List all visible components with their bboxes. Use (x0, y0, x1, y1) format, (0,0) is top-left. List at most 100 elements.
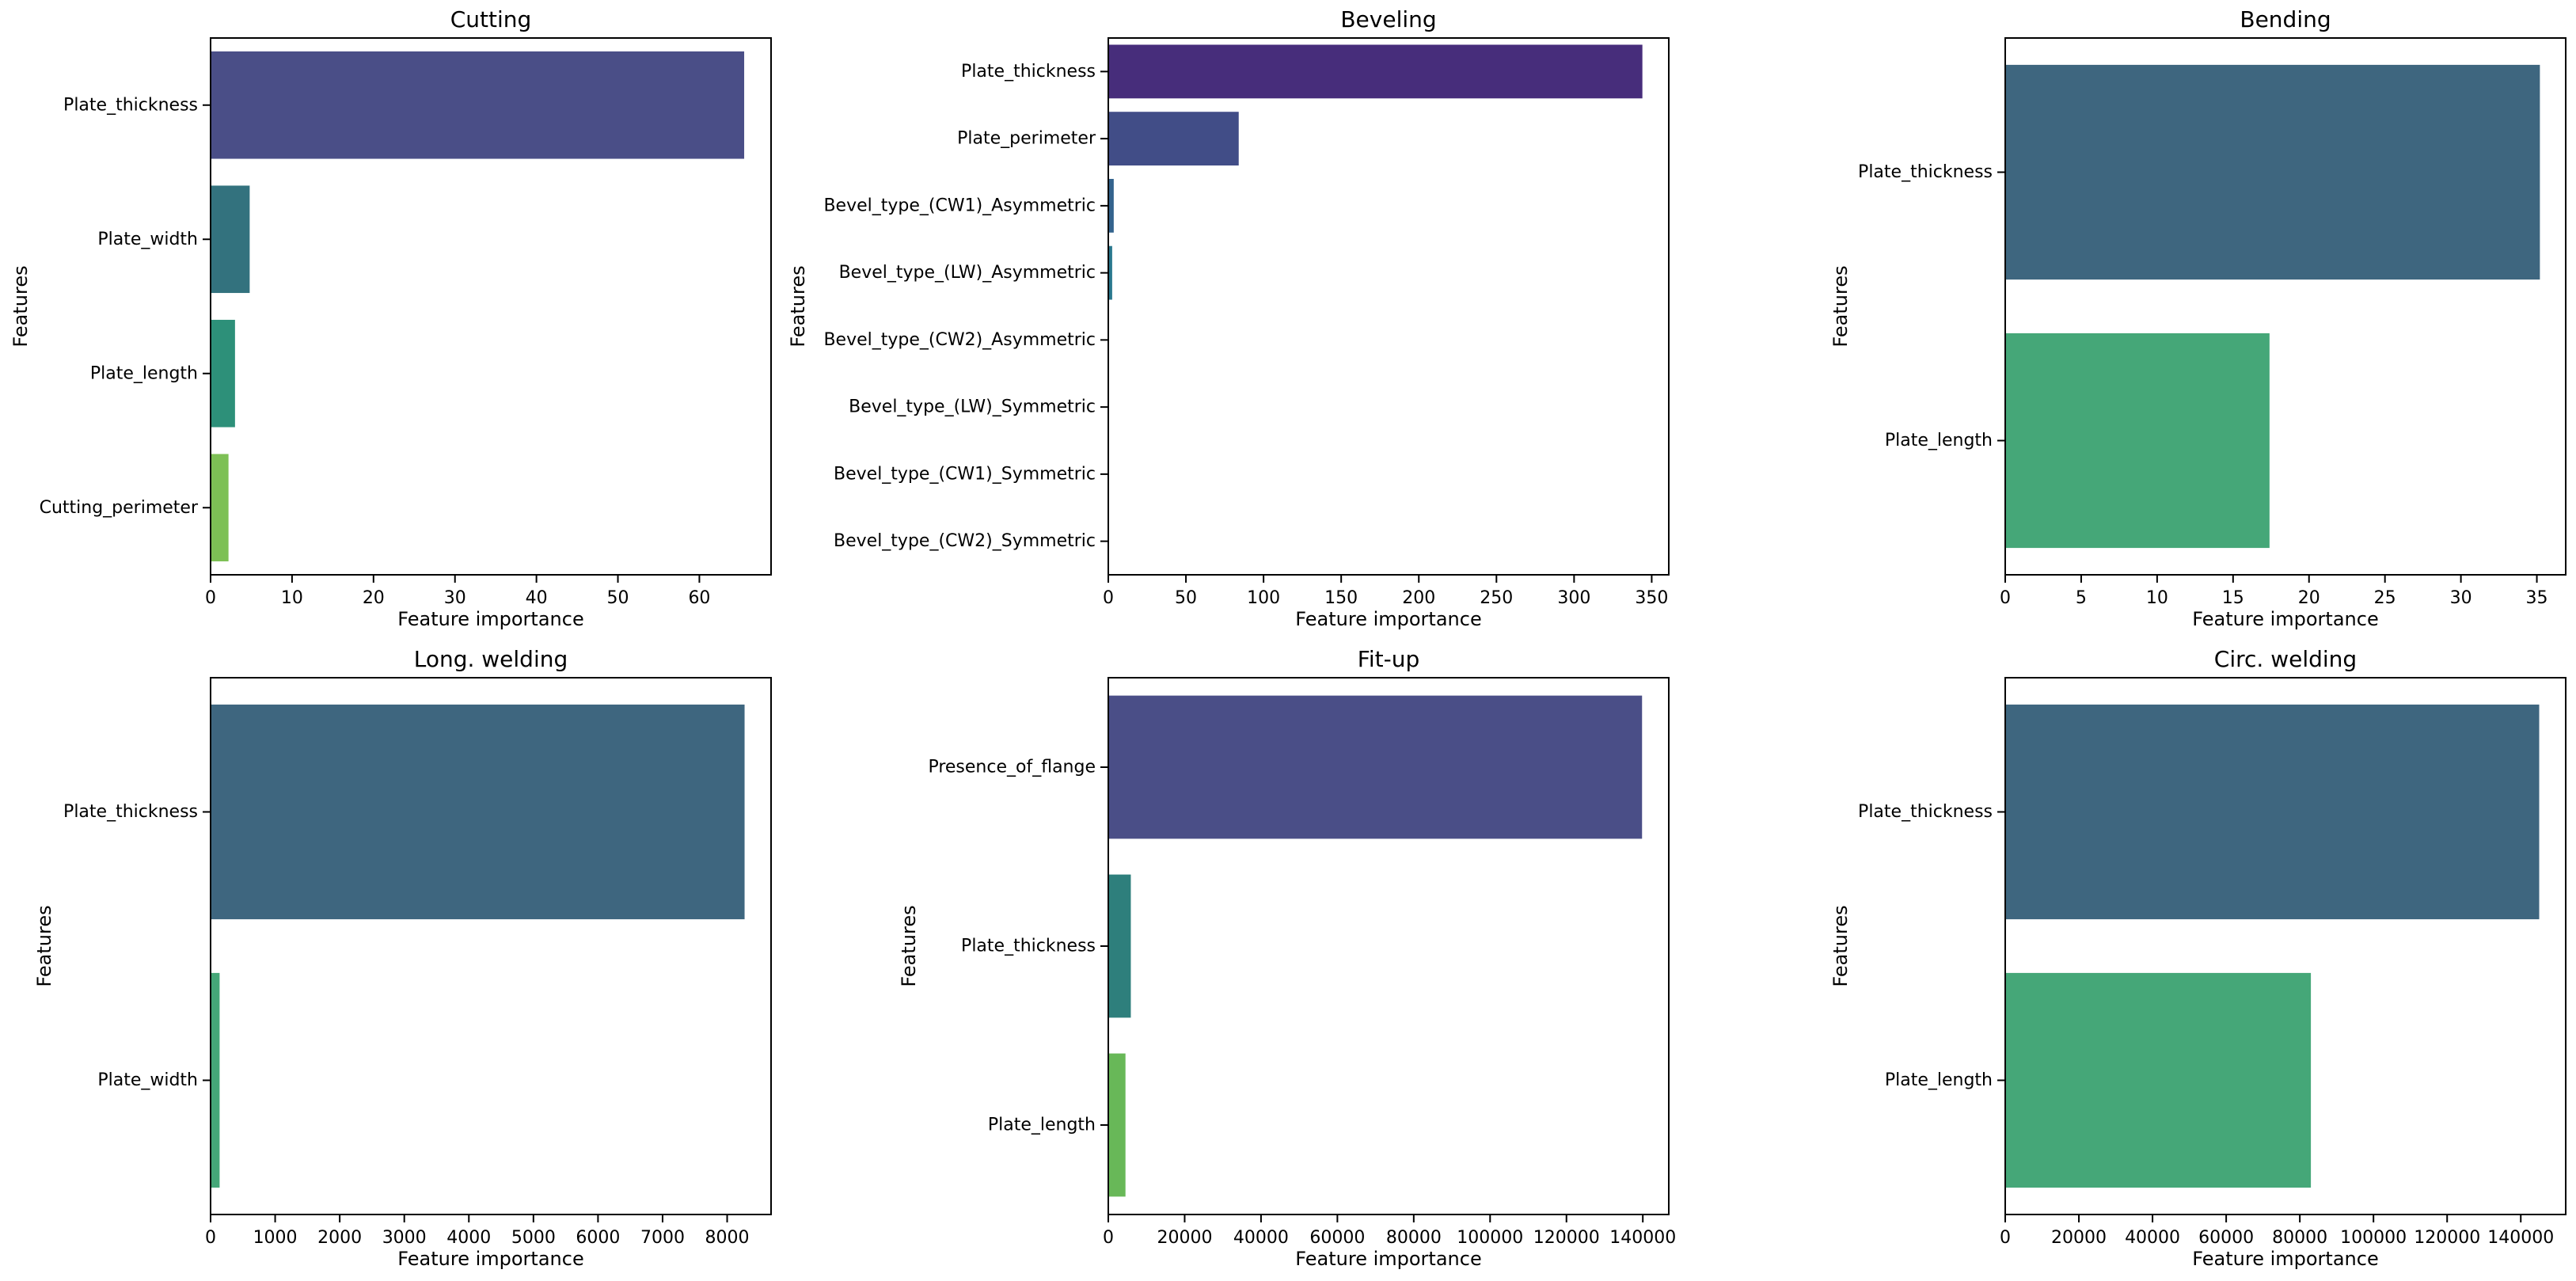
xtick-label-1-6: 300 (1557, 588, 1590, 608)
category-label-2-1: Plate_length (1885, 431, 1993, 450)
xtick-label-5-4: 80000 (2272, 1228, 2327, 1248)
chart-title-5: Circ. welding (2214, 646, 2357, 672)
chart-panel-3: Plate_thickness Plate_width 0 1000 2000 3000 4… (33, 646, 772, 1270)
category-label-4-1: Plate_thickness (961, 937, 1096, 956)
category-label-4-2: Plate_length (988, 1116, 1096, 1135)
xtick-label-2-2: 10 (2146, 588, 2168, 608)
xtick-label-4-3: 60000 (1309, 1228, 1365, 1248)
xtick-label-4-6: 120000 (1533, 1228, 1600, 1248)
y-axis-label-1: Features (787, 265, 809, 347)
xtick-label-5-7: 140000 (2487, 1228, 2554, 1248)
category-label-0-1: Plate_width (97, 230, 198, 249)
xtick-label-3-8: 8000 (705, 1228, 750, 1248)
xtick-label-5-1: 20000 (2051, 1228, 2107, 1248)
xtick-label-0-1: 10 (281, 588, 303, 608)
bar-5-0 (2005, 704, 2540, 920)
xtick-label-4-5: 100000 (1457, 1228, 1523, 1248)
chart-title-3: Long. welding (414, 646, 568, 672)
chart-title-0: Cutting (450, 6, 532, 32)
bar-1-2 (1108, 178, 1114, 233)
category-label-1-2: Bevel_type_(CW1)_Asymmetric (823, 196, 1096, 215)
category-label-1-1: Plate_perimeter (957, 129, 1096, 149)
bar-1-0 (1108, 44, 1643, 99)
chart-panel-2: Plate_thickness Plate_length 0 5 10 15 20 25 30 3… (1829, 6, 2567, 630)
xtick-label-3-4: 4000 (446, 1228, 491, 1248)
x-axis-label-5: Feature importance (2192, 1248, 2378, 1270)
xtick-label-1-5: 250 (1480, 588, 1513, 608)
xtick-label-5-5: 100000 (2340, 1228, 2407, 1248)
xtick-label-1-0: 0 (1103, 588, 1114, 608)
xtick-label-1-7: 350 (1635, 588, 1668, 608)
chart-panel-5: Plate_thickness Plate_length 0 20000 40000 60… (1829, 646, 2567, 1270)
category-label-1-7: Bevel_type_(CW2)_Symmetric (834, 531, 1096, 551)
bar-3-1 (211, 972, 220, 1188)
xtick-label-4-1: 20000 (1157, 1228, 1212, 1248)
xtick-label-2-0: 0 (2000, 588, 2011, 608)
xtick-label-5-2: 40000 (2125, 1228, 2180, 1248)
axes-frame-0 (210, 37, 772, 576)
x-axis-label-2: Feature importance (2192, 608, 2378, 630)
x-axis-label-4: Feature importance (1295, 1248, 1481, 1270)
category-label-0-0: Plate_thickness (63, 95, 198, 115)
category-label-1-5: Bevel_type_(LW)_Symmetric (849, 397, 1096, 417)
bar-1-3 (1108, 245, 1112, 300)
xtick-label-1-2: 100 (1247, 588, 1280, 608)
xtick-label-3-7: 7000 (640, 1228, 685, 1248)
bar-0-2 (211, 319, 235, 428)
x-axis-label-1: Feature importance (1295, 608, 1481, 630)
xtick-label-2-6: 30 (2450, 588, 2472, 608)
category-label-5-0: Plate_thickness (1858, 802, 1993, 822)
category-label-1-3: Bevel_type_(LW)_Asymmetric (839, 263, 1096, 283)
y-axis-label-4: Features (898, 905, 920, 986)
xtick-label-2-7: 35 (2526, 588, 2548, 608)
xtick-label-4-2: 40000 (1233, 1228, 1289, 1248)
chart-panel-1: Plate_thickness Plate_perimeter Bevel_type… (787, 6, 1670, 630)
xtick-label-3-0: 0 (205, 1228, 216, 1248)
chart-title-4: Fit-up (1358, 646, 1419, 672)
bar-0-3 (211, 454, 229, 562)
chart-panel-0: Plate_thickness Plate_width Plate_length Cu… (9, 6, 772, 630)
xtick-label-3-2: 2000 (317, 1228, 362, 1248)
bar-4-1 (1108, 874, 1131, 1018)
category-label-2-0: Plate_thickness (1858, 162, 1993, 182)
xtick-label-5-0: 0 (2000, 1228, 2011, 1248)
axes-frame-3 (210, 677, 772, 1215)
bar-4-2 (1108, 1053, 1126, 1197)
xtick-label-0-3: 30 (444, 588, 466, 608)
x-axis-label-0: Feature importance (397, 608, 583, 630)
xtick-label-1-3: 150 (1324, 588, 1358, 608)
xtick-label-3-3: 3000 (382, 1228, 427, 1248)
category-label-3-0: Plate_thickness (63, 802, 198, 822)
category-label-0-3: Cutting_perimeter (40, 498, 199, 518)
chart-panel-4: Presence_of_flange Plate_thickness Plate_l… (898, 646, 1676, 1270)
axes-frame-5 (2004, 677, 2567, 1215)
axes-frame-1 (1108, 37, 1670, 576)
xtick-label-4-0: 0 (1103, 1228, 1114, 1248)
category-label-1-0: Plate_thickness (961, 62, 1096, 82)
xtick-label-2-5: 25 (2374, 588, 2396, 608)
bar-3-0 (211, 704, 745, 920)
xtick-label-3-5: 5000 (511, 1228, 556, 1248)
category-label-4-0: Presence_of_flange (928, 758, 1096, 777)
xtick-label-0-2: 20 (363, 588, 385, 608)
bar-1-1 (1108, 112, 1239, 166)
y-axis-label-0: Features (9, 265, 32, 347)
xtick-label-0-0: 0 (205, 588, 216, 608)
y-axis-label-3: Features (33, 905, 55, 986)
xtick-label-2-1: 5 (2076, 588, 2087, 608)
xtick-label-1-4: 200 (1402, 588, 1435, 608)
chart-title-1: Beveling (1340, 6, 1436, 32)
xtick-label-0-4: 40 (526, 588, 548, 608)
bar-2-0 (2005, 64, 2540, 280)
xtick-label-3-1: 1000 (253, 1228, 298, 1248)
category-label-0-2: Plate_length (90, 363, 198, 383)
y-axis-label-5: Features (1829, 905, 1852, 986)
category-label-3-1: Plate_width (97, 1070, 198, 1090)
xtick-label-1-1: 50 (1175, 588, 1197, 608)
xtick-label-5-6: 120000 (2414, 1228, 2480, 1248)
bar-0-1 (211, 185, 250, 294)
y-axis-label-2: Features (1829, 265, 1852, 347)
xtick-label-0-6: 60 (688, 588, 710, 608)
category-label-1-4: Bevel_type_(CW2)_Asymmetric (823, 330, 1096, 350)
